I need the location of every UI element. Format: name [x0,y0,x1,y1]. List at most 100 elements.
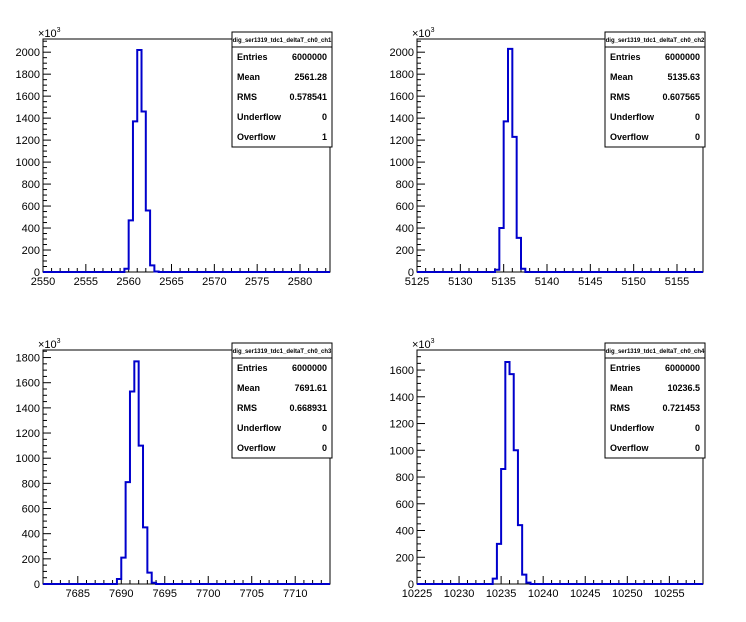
histogram-bin [493,579,497,584]
stats-row-value: 0.668931 [289,403,327,413]
multiplier-exponent: 3 [57,338,61,345]
x-tick-label: 2550 [31,276,55,288]
y-axis-multiplier: ×103 [412,338,435,351]
stats-row-label: Entries [610,363,641,373]
histogram-bin [137,50,141,272]
y-tick-label: 400 [396,526,414,538]
x-axis: 7685 7690 7695 7700 7705 7710 [42,576,331,600]
stats-row-label: RMS [610,403,630,413]
x-tick-label: 2560 [116,276,140,288]
stats-row-label: Overflow [237,132,277,142]
stats-box-frame [604,342,706,459]
histogram-outline [43,360,330,585]
stats-row-label: Entries [610,52,641,62]
x-tick-label: 10245 [570,588,601,600]
y-tick-label: 1200 [390,419,414,431]
y-tick-label: 1600 [390,91,414,103]
multiplier-exponent: 3 [431,338,435,345]
stats-box-frame [231,31,333,148]
stats-row-label: Entries [237,52,268,62]
stats-row-value: 0 [695,423,700,433]
x-tick-label: 10250 [612,588,643,600]
x-tick-label: 2570 [202,276,226,288]
histogram-panel-1: 2550 2555 2560 2565 2570 2575 2580 0 200 400 600 80… [16,27,333,288]
y-tick-label: 1600 [16,91,40,103]
stats-box-frame [231,342,333,459]
y-tick-label: 1400 [390,392,414,404]
y-tick-label: 1000 [16,453,40,465]
multiplier-exponent: 3 [57,27,61,34]
y-axis: 0 200 400 600 800 1000 1200 1400 1600 1800 2000 [16,40,51,279]
stats-row-value: 0.721453 [662,403,700,413]
x-tick-label: 5140 [535,276,559,288]
y-tick-label: 800 [396,179,414,191]
histogram-bin [495,270,499,272]
x-tick-label: 5125 [405,276,429,288]
x-tick-label: 7710 [283,588,307,600]
x-axis: 10225 10230 10235 10240 10245 10250 10255 [402,576,704,600]
histogram-bin [521,269,525,272]
stats-title: dig_ser1319_tdc1_deltaT_ch0_ch4 [606,349,705,355]
stats-row-value: 0 [695,443,700,453]
stats-row-label: Underflow [237,423,282,433]
y-tick-label: 1000 [16,157,40,169]
histogram-bin [133,121,137,272]
stats-row-value: 0 [322,423,327,433]
y-tick-label: 1400 [16,113,40,125]
y-tick-label: 600 [396,201,414,213]
stats-row-label: RMS [237,92,257,102]
x-tick-label: 2565 [159,276,183,288]
stats-box: dig_ser1319_tdc1_deltaT_ch0_ch3 Entries 60… [231,342,333,459]
stats-row-value: 1 [322,132,327,142]
y-tick-label: 1600 [390,365,414,377]
y-tick-label: 1400 [16,403,40,415]
x-tick-label: 5155 [665,276,689,288]
y-tick-label: 0 [34,579,40,591]
stats-row-value: 0 [695,112,700,122]
multiplier-base: ×10 [38,28,57,40]
y-tick-label: 800 [396,472,414,484]
histogram-bin [522,575,526,584]
multiplier-base: ×10 [412,28,431,40]
y-axis: 0 200 400 600 800 1000 1200 1400 1600 1800 2000 [390,40,425,279]
x-tick-label: 7685 [66,588,90,600]
histogram-bin [152,583,156,584]
x-tick-label: 10255 [654,588,685,600]
histogram-bin [121,558,125,584]
stats-row-value: 6000000 [292,52,327,62]
stats-row-label: Mean [610,72,633,82]
histogram-bin [508,49,512,272]
y-axis: 0 200 400 600 800 1000 1200 1400 1600 [390,349,425,591]
y-tick-label: 0 [408,267,414,279]
stats-row-label: Mean [237,72,260,82]
y-tick-label: 400 [22,223,40,235]
y-tick-label: 200 [396,245,414,257]
y-tick-label: 1200 [390,135,414,147]
x-tick-label: 5135 [491,276,515,288]
stats-row-value: 6000000 [665,52,700,62]
stats-row-label: Overflow [610,443,650,453]
stats-title: dig_ser1319_tdc1_deltaT_ch0_ch3 [233,349,332,355]
histogram-outline [43,48,330,273]
x-tick-label: 10230 [444,588,475,600]
histogram-bin [505,362,509,584]
stats-title: dig_ser1319_tdc1_deltaT_ch0_ch2 [606,38,705,44]
stats-row-label: Mean [237,383,260,393]
histogram-bin [142,112,146,272]
stats-row-label: Entries [237,363,268,373]
x-tick-label: 7700 [196,588,220,600]
histogram-bin [501,469,505,584]
x-tick-label: 2555 [74,276,98,288]
histogram-outline [417,361,703,585]
y-tick-label: 1400 [390,113,414,125]
x-tick-label: 10235 [486,588,517,600]
histogram-bin [497,544,501,584]
stats-row-value: 0 [695,132,700,142]
x-tick-label: 7690 [109,588,133,600]
histogram-outline [417,47,703,273]
multiplier-base: ×10 [38,339,57,351]
y-tick-label: 400 [22,529,40,541]
stats-row-value: 6000000 [292,363,327,373]
histogram-panel-3: 7685 7690 7695 7700 7705 7710 0 200 400 600 800 100… [16,338,333,600]
